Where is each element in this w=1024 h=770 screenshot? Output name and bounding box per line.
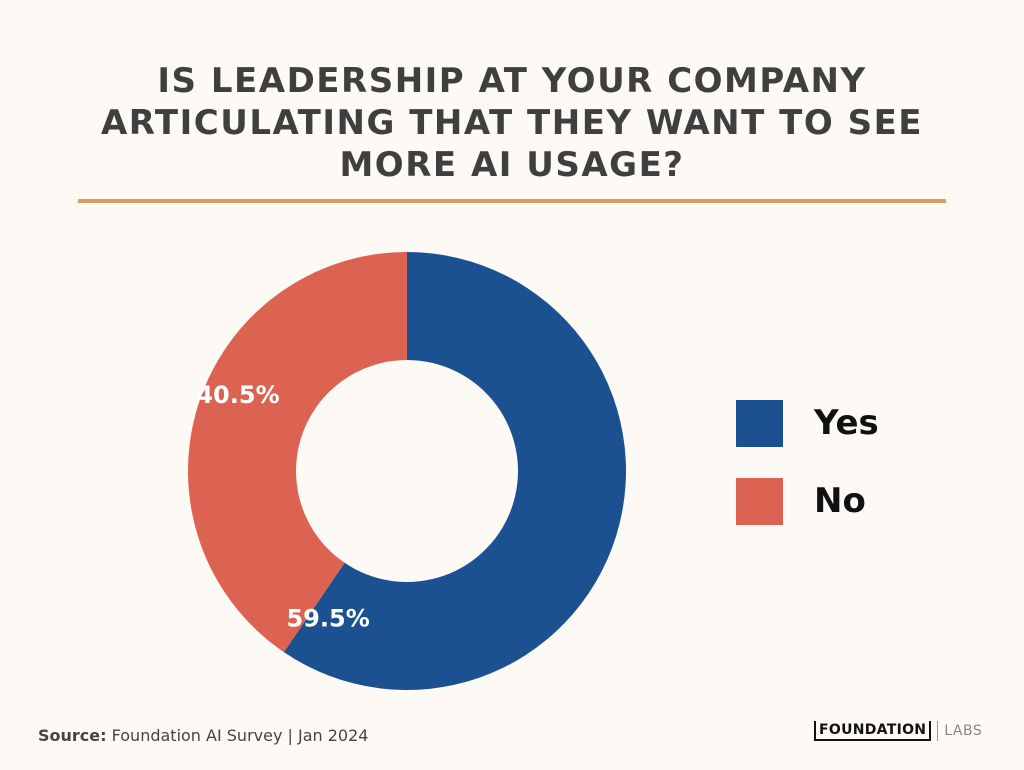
title-divider — [78, 199, 946, 203]
data-label-yes: 59.5% — [286, 604, 369, 632]
legend-swatch-yes — [736, 400, 783, 447]
source-note: Source: Foundation AI Survey | Jan 2024 — [38, 726, 368, 745]
chart-title: IS LEADERSHIP AT YOUR COMPANY ARTICULATI… — [62, 60, 962, 186]
legend-item-yes: Yes — [736, 400, 936, 448]
title-line-1: IS LEADERSHIP AT YOUR COMPANY — [157, 61, 867, 101]
donut-slice-no — [187, 252, 407, 653]
legend-item-no: No — [736, 478, 936, 526]
logo-labs: LABS — [944, 723, 983, 739]
source-text: Foundation AI Survey | Jan 2024 — [111, 726, 369, 745]
donut-slice-yes — [283, 252, 626, 690]
logo-foundation: FOUNDATION — [814, 721, 932, 741]
title-line-3: MORE AI USAGE? — [339, 145, 685, 185]
foundation-labs-logo: FOUNDATION LABS — [814, 720, 982, 742]
title-line-2: ARTICULATING THAT THEY WANT TO SEE — [100, 103, 924, 143]
data-label-no: 40.5% — [196, 381, 279, 409]
logo-separator — [937, 721, 939, 741]
legend-label-no: No — [814, 481, 866, 521]
source-label: Source: — [38, 726, 107, 745]
legend-swatch-no — [736, 478, 783, 525]
legend-label-yes: Yes — [814, 403, 879, 443]
